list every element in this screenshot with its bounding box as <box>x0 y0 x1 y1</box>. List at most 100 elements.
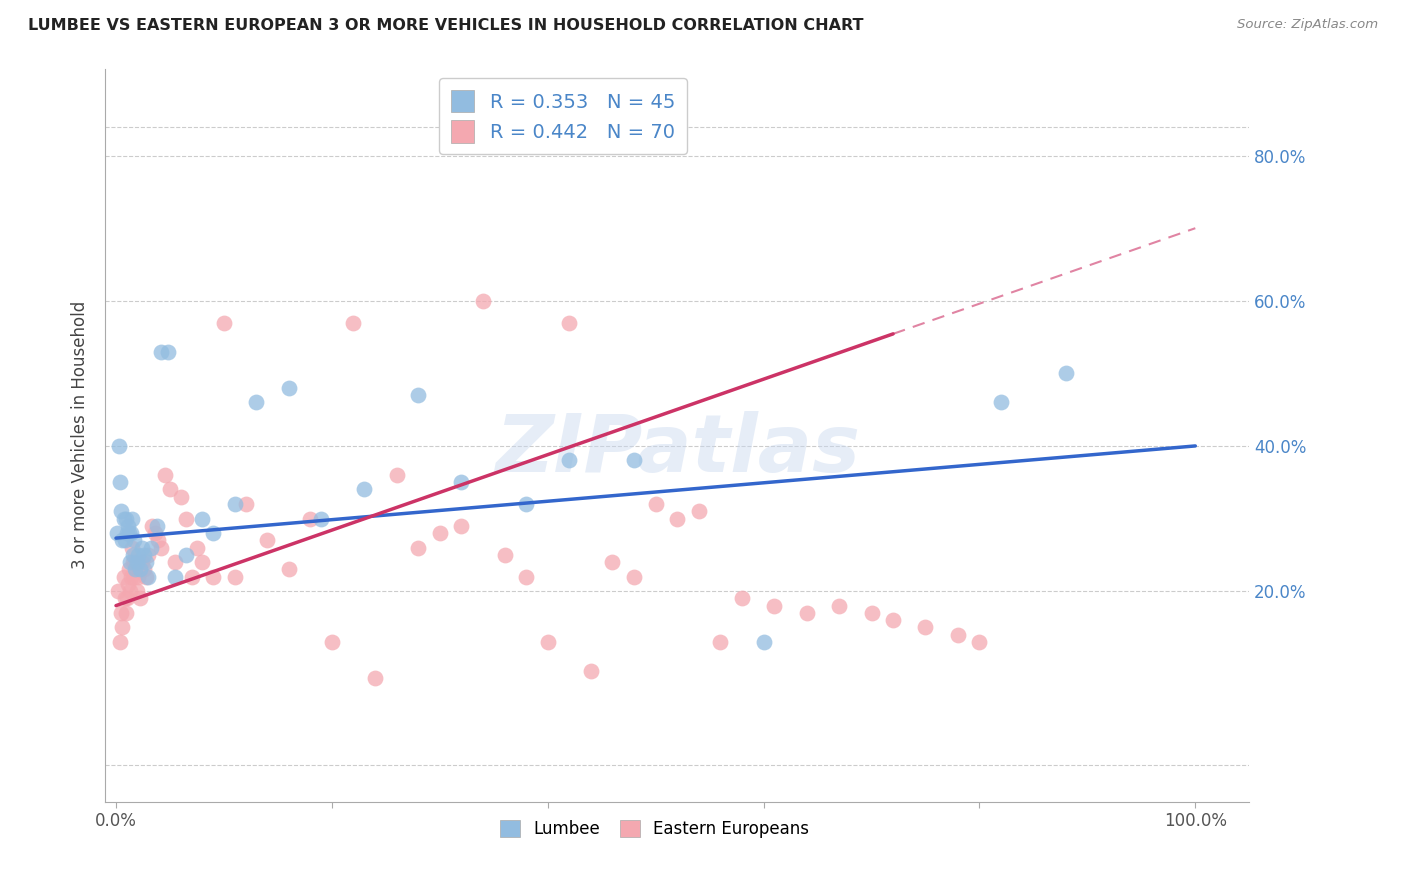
Point <box>277 381 299 395</box>
Point <box>114 591 136 606</box>
Point <box>139 541 162 555</box>
Point <box>138 548 160 562</box>
Point <box>450 518 472 533</box>
Point <box>353 483 375 497</box>
Point <box>117 518 139 533</box>
Point <box>107 584 129 599</box>
Point <box>191 511 214 525</box>
Point <box>515 569 537 583</box>
Point <box>143 526 166 541</box>
Point <box>1054 367 1077 381</box>
Point <box>472 293 495 308</box>
Point <box>165 569 187 583</box>
Point <box>579 664 602 678</box>
Point <box>118 584 141 599</box>
Point <box>202 526 225 541</box>
Point <box>946 627 969 641</box>
Point <box>558 453 581 467</box>
Point <box>120 569 142 583</box>
Point <box>688 504 710 518</box>
Point <box>170 490 193 504</box>
Point <box>731 591 754 606</box>
Point <box>202 569 225 583</box>
Point <box>124 555 146 569</box>
Point <box>141 518 163 533</box>
Text: Source: ZipAtlas.com: Source: ZipAtlas.com <box>1237 18 1378 31</box>
Point <box>406 388 429 402</box>
Point <box>537 635 560 649</box>
Point <box>121 511 143 525</box>
Point <box>450 475 472 490</box>
Point <box>128 562 150 576</box>
Point <box>132 562 155 576</box>
Text: ZIPatlas: ZIPatlas <box>495 410 859 489</box>
Point <box>914 620 936 634</box>
Point <box>174 548 197 562</box>
Point <box>121 541 143 555</box>
Point <box>122 548 145 562</box>
Point <box>882 613 904 627</box>
Point <box>224 497 246 511</box>
Point <box>256 533 278 548</box>
Point <box>494 548 516 562</box>
Point <box>150 344 173 359</box>
Point <box>186 541 208 555</box>
Point <box>150 541 173 555</box>
Point <box>105 526 128 541</box>
Text: LUMBEE VS EASTERN EUROPEAN 3 OR MORE VEHICLES IN HOUSEHOLD CORRELATION CHART: LUMBEE VS EASTERN EUROPEAN 3 OR MORE VEH… <box>28 18 863 33</box>
Point <box>127 569 149 583</box>
Y-axis label: 3 or more Vehicles in Household: 3 or more Vehicles in Household <box>72 301 89 569</box>
Point <box>111 533 134 548</box>
Point <box>235 497 257 511</box>
Point <box>115 591 138 606</box>
Point <box>623 453 645 467</box>
Point <box>128 591 150 606</box>
Point <box>108 439 131 453</box>
Point <box>174 511 197 525</box>
Point <box>245 395 267 409</box>
Point <box>796 606 818 620</box>
Point <box>114 606 136 620</box>
Point <box>117 577 139 591</box>
Point <box>115 526 138 541</box>
Point <box>406 541 429 555</box>
Point <box>138 569 160 583</box>
Point <box>159 483 181 497</box>
Point <box>131 541 153 555</box>
Point <box>752 635 775 649</box>
Legend: Lumbee, Eastern Europeans: Lumbee, Eastern Europeans <box>494 813 815 845</box>
Point <box>118 562 141 576</box>
Point <box>127 548 149 562</box>
Point <box>118 526 141 541</box>
Point <box>146 518 169 533</box>
Point <box>860 606 883 620</box>
Point <box>146 533 169 548</box>
Point <box>135 555 157 569</box>
Point <box>124 569 146 583</box>
Point <box>114 511 136 525</box>
Point <box>299 511 322 525</box>
Point <box>644 497 666 511</box>
Point <box>666 511 689 525</box>
Point <box>112 511 135 525</box>
Point <box>125 555 148 569</box>
Point <box>125 584 148 599</box>
Point <box>342 316 364 330</box>
Point <box>124 533 146 548</box>
Point <box>118 555 141 569</box>
Point <box>114 533 136 548</box>
Point <box>165 555 187 569</box>
Point <box>429 526 451 541</box>
Point <box>224 569 246 583</box>
Point <box>156 344 179 359</box>
Point <box>364 671 387 685</box>
Point <box>110 504 132 518</box>
Point <box>191 555 214 569</box>
Point <box>111 620 134 634</box>
Point <box>602 555 624 569</box>
Point <box>120 526 142 541</box>
Point <box>110 635 132 649</box>
Point <box>969 635 991 649</box>
Point <box>122 555 145 569</box>
Point <box>709 635 731 649</box>
